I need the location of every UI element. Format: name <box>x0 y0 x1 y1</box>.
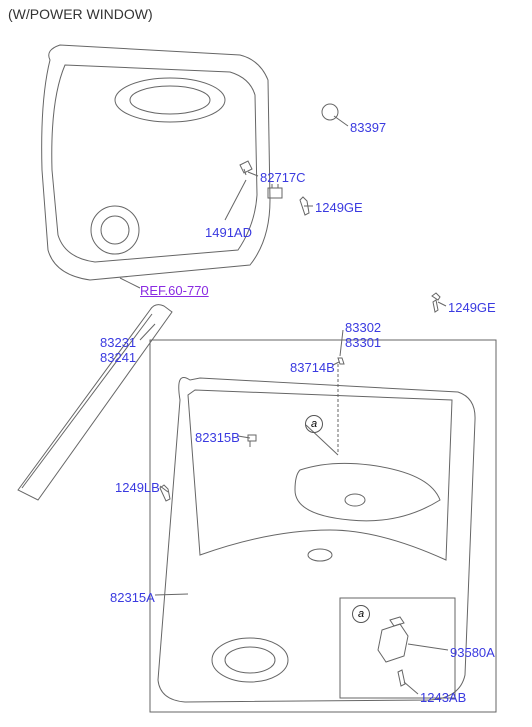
label-83397: 83397 <box>350 120 386 135</box>
label-1249lb: 1249LB <box>115 480 160 495</box>
label-1491ad: 1491AD <box>205 225 252 240</box>
label-83302: 83302 <box>345 320 381 335</box>
diagram-svg <box>0 0 532 727</box>
label-82315b: 82315B <box>195 430 240 445</box>
label-1249ge-lower: 1249GE <box>448 300 496 315</box>
label-82717c: 82717C <box>260 170 306 185</box>
label-83241: 83241 <box>100 350 136 365</box>
label-82315a: 82315A <box>110 590 155 605</box>
label-83231: 83231 <box>100 335 136 350</box>
marker-a-2: a <box>352 605 370 623</box>
label-93580a: 93580A <box>450 645 495 660</box>
header-text: (W/POWER WINDOW) <box>8 6 153 22</box>
label-83714b: 83714B <box>290 360 335 375</box>
label-1243ab: 1243AB <box>420 690 466 705</box>
label-83301: 83301 <box>345 335 381 350</box>
marker-a-1: a <box>305 415 323 433</box>
label-ref-60-770[interactable]: REF.60-770 <box>140 283 209 298</box>
label-1249ge-upper: 1249GE <box>315 200 363 215</box>
